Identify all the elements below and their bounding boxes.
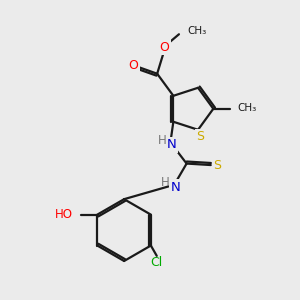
Text: S: S <box>196 130 204 143</box>
Text: H: H <box>161 176 170 189</box>
Text: N: N <box>170 181 180 194</box>
Text: CH₃: CH₃ <box>238 103 257 113</box>
Text: Cl: Cl <box>151 256 163 269</box>
Text: S: S <box>213 158 221 172</box>
Text: N: N <box>167 138 177 151</box>
Text: CH₃: CH₃ <box>187 26 206 36</box>
Text: O: O <box>160 41 170 54</box>
Text: O: O <box>129 59 139 72</box>
Text: H: H <box>158 134 167 146</box>
Text: HO: HO <box>55 208 73 221</box>
